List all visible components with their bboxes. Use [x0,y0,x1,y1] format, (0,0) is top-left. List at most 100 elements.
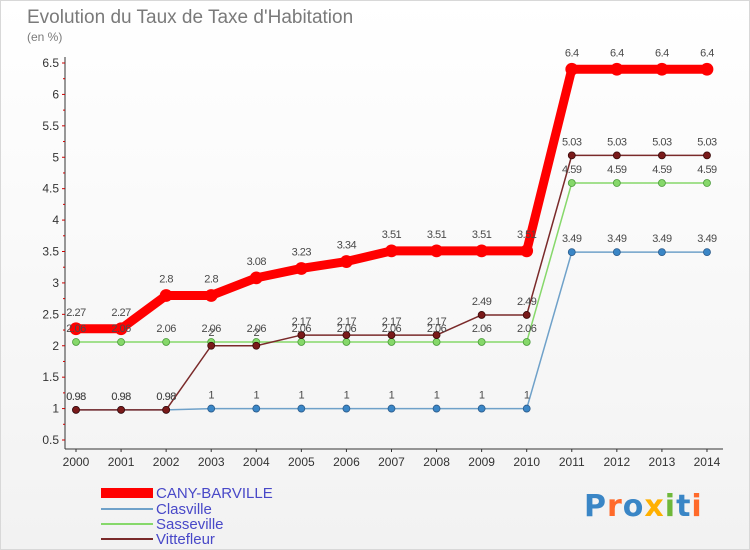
data-label: 3.49 [652,233,672,245]
legend-label: CANY-BARVILLE [156,485,273,502]
y-tick-label: 3.5 [42,245,59,259]
data-point [342,338,351,346]
data-point [703,151,711,160]
data-label: 0.98 [111,391,131,403]
y-tick-label: 3 [52,276,59,290]
proxiti-logo: Proxiti [584,489,703,524]
data-point [342,331,351,339]
logo-letter: o [622,489,645,524]
data-label: 2.17 [292,316,312,328]
data-label: 2.06 [337,323,357,335]
data-point [249,271,263,285]
data-point [342,404,351,413]
data-point [252,404,261,413]
data-label: 3.51 [382,229,402,241]
data-label: 2.06 [292,323,312,335]
data-label: 5.03 [652,136,672,148]
x-tick-label: 2006 [333,455,360,469]
data-point [162,405,171,414]
logo-letter: r [607,489,623,524]
x-tick-label: 2008 [423,455,450,469]
data-label: 0.98 [156,391,176,403]
logo-letter: P [584,489,607,524]
data-point [565,62,579,76]
y-tick-label: 5.5 [42,119,59,133]
data-label: 3.23 [292,246,312,258]
data-point [475,244,489,258]
x-tick-label: 2004 [243,455,270,469]
data-label: 1 [253,390,259,402]
data-label: 2.27 [66,307,86,319]
x-tick-label: 2010 [513,455,540,469]
data-point [612,151,621,160]
data-point [658,151,666,160]
data-point [522,404,531,413]
data-label: 1 [344,390,350,402]
x-tick-label: 2013 [649,455,676,469]
logo-letter: i [691,489,703,524]
data-point [297,404,306,413]
data-label: 1 [389,390,395,402]
data-label: 4.59 [562,164,582,176]
data-label: 2 [253,327,259,339]
data-label: 1 [434,390,440,402]
data-point [703,248,711,257]
data-label: 3.49 [562,233,582,245]
y-tick-label: 0.5 [42,433,59,447]
data-label: 2.06 [111,323,131,335]
data-point [159,289,173,302]
data-point [117,338,125,346]
data-point [72,338,80,346]
x-tick-label: 2005 [288,455,315,469]
data-label: 2.49 [472,296,492,308]
data-point [658,248,666,257]
data-label: 4.59 [652,164,672,176]
y-tick-label: 5 [52,150,59,164]
data-point [387,331,396,339]
data-point [204,289,218,302]
x-tick-label: 2003 [198,455,225,469]
data-label: 2.06 [201,323,221,335]
data-label: 2.8 [159,273,173,285]
data-label: 5.03 [697,136,717,148]
data-point [385,244,398,258]
x-tick-label: 2002 [153,455,180,469]
y-tick-label: 4.5 [42,182,59,196]
data-label: 4.59 [607,164,627,176]
logo-letter: i [664,489,677,524]
legend-label: Clasville [156,501,212,518]
y-tick-label: 2 [52,339,59,353]
data-label: 2.06 [156,323,176,335]
data-label: 1 [524,390,530,402]
data-point [477,404,486,413]
data-label: 3.49 [697,233,717,245]
data-point [207,341,216,350]
y-tick-label: 6 [52,87,59,101]
data-point [655,62,669,76]
logo-letter: x [644,489,665,524]
data-point [567,179,576,187]
data-label: 3.49 [607,233,627,245]
data-point [612,179,621,187]
data-label: 1 [479,390,485,402]
data-point [297,338,306,346]
data-point [72,405,80,414]
x-tick-label: 2012 [603,455,630,469]
x-tick-label: 2007 [378,455,405,469]
data-label: 2.17 [427,316,447,328]
data-label: 1 [208,390,214,402]
data-point [387,404,396,413]
data-label: 2 [208,327,214,339]
data-label: 2.06 [247,323,267,335]
y-axis-label: (en %) [27,30,63,44]
data-label: 5.03 [607,136,627,148]
data-label: 6.4 [610,47,624,59]
data-label: 0.98 [156,391,176,403]
data-label: 2.06 [382,323,402,335]
y-tick-label: 4 [52,213,59,227]
data-point [430,244,443,258]
data-point [700,62,714,76]
data-point [114,322,128,336]
x-tick-label: 2009 [468,455,495,469]
